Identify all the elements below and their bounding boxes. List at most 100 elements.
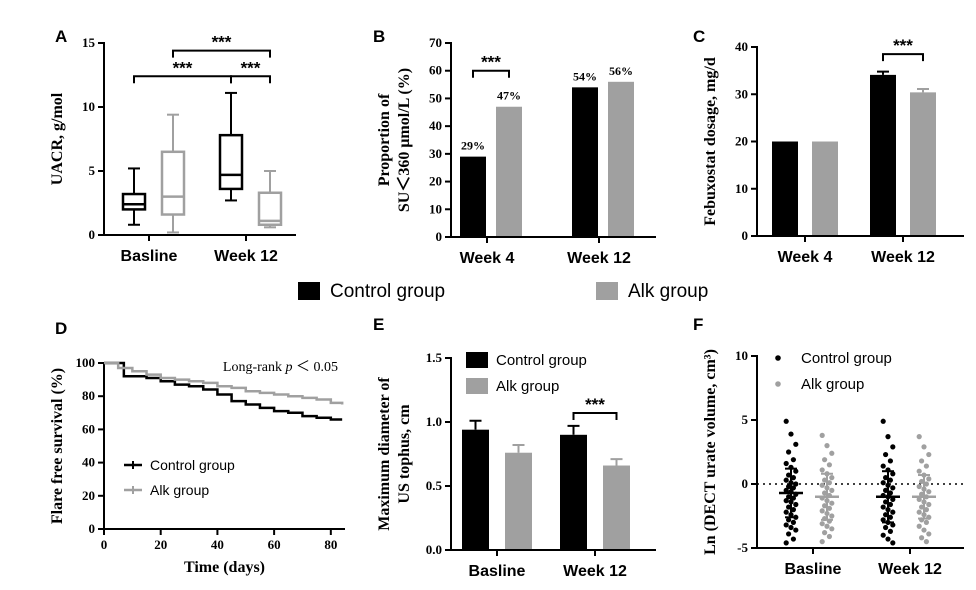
scatter-point-control (786, 494, 792, 500)
scatter-point-control (788, 524, 794, 531)
scatter-point-control (790, 485, 797, 491)
scatter-point-control (890, 485, 896, 491)
y-tick-label: 30 (735, 86, 748, 101)
scatter-point-control (783, 418, 789, 424)
legend-marker-control (775, 355, 781, 361)
scatter-point-alk (916, 509, 922, 515)
y-axis-label: Maximum diameter of (376, 377, 393, 531)
scatter-point-alk (916, 468, 922, 474)
legend-marker-alk (775, 381, 781, 387)
error-bar-control (469, 419, 482, 430)
scatter-point-alk (819, 467, 825, 473)
y-tick-label: 0 (89, 227, 96, 242)
scatter-point-control (880, 480, 886, 486)
error-bar-alk (917, 88, 929, 93)
scatter-point-control (885, 434, 891, 440)
significance-label: *** (585, 395, 605, 414)
scatter-point-alk (819, 521, 825, 527)
scatter-point-control (887, 528, 894, 534)
significance-label: *** (212, 33, 232, 52)
x-category-label: Basline (121, 248, 178, 265)
scatter-point-control (880, 418, 886, 424)
legend-swatch-control (466, 352, 488, 368)
scatter-point-alk (822, 503, 828, 509)
scatter-point-control (786, 531, 792, 537)
y-tick-label: 40 (82, 455, 95, 470)
error-bar-alk (610, 458, 623, 466)
y-tick-label: 1.5 (426, 350, 443, 365)
x-category-label: Week 12 (214, 248, 278, 265)
scatter-point-alk (822, 477, 828, 483)
scatter-point-control (786, 517, 792, 523)
y-tick-label: 50 (429, 90, 442, 105)
bar-control (460, 156, 486, 237)
global-legend-swatch-alk (596, 282, 618, 300)
y-axis-label: Flare free survival (%) (49, 368, 66, 524)
y-tick-label: 10 (735, 348, 748, 363)
scatter-point-alk (919, 535, 925, 541)
scatter-point-control (790, 519, 797, 526)
x-category-label: Week 12 (567, 250, 631, 267)
scatter-point-alk (921, 444, 927, 450)
global-legend-label-alk: Alk group (628, 281, 708, 302)
bar-control (772, 141, 798, 236)
scatter-point-alk (829, 487, 835, 493)
survival-line-alk (104, 361, 344, 405)
y-tick-label: 100 (76, 355, 96, 370)
significance-label: *** (173, 58, 193, 77)
scatter-point-alk (916, 496, 922, 502)
data-label: 47% (497, 89, 521, 103)
y-tick-label: 30 (429, 146, 442, 161)
logrank-suffix: ＜ 0.05 (293, 360, 339, 375)
scatter-point-control (890, 509, 896, 515)
logrank-prefix: Long-rank (223, 360, 286, 375)
scatter-point-alk (923, 539, 930, 545)
scatter-point-alk (919, 458, 925, 464)
scatter-point-alk (923, 481, 930, 487)
scatter-point-alk (826, 462, 833, 468)
logrank-annotation: Long-rank p ＜ 0.05 (223, 360, 338, 375)
scatter-point-control (783, 540, 789, 546)
x-category-label: Basline (785, 561, 842, 578)
scatter-point-alk (819, 432, 825, 438)
legend-label: Alk group (801, 376, 864, 393)
scatter-point-control (890, 522, 896, 528)
legend-label: Control group (801, 350, 892, 367)
legend-label: Alk group (150, 482, 209, 498)
significance-label: *** (481, 53, 501, 72)
x-category-label: Week 12 (871, 249, 935, 266)
scatter-point-alk (923, 519, 930, 526)
scatter-point-control (793, 441, 799, 447)
y-tick-label: 0.5 (426, 478, 443, 493)
global-legend: Control group Alk group (298, 281, 708, 302)
scatter-point-alk (819, 539, 825, 545)
scatter-point-alk (819, 482, 825, 488)
scatter-point-alk (921, 527, 927, 533)
bar-control (462, 429, 489, 550)
scatter-point-alk (916, 523, 922, 529)
panel-b-proportion-bar-chart: 0 10 20 30 40 50 60 70 Proportion of SU＜360 μmol/… (373, 27, 656, 267)
scatter-point-control (883, 475, 889, 481)
y-axis-label: US tophus, cm (396, 404, 413, 504)
scatter-point-control (793, 501, 799, 508)
scatter-point-control (790, 475, 797, 481)
scatter-point-alk (824, 523, 830, 529)
x-category-label: Week 12 (563, 563, 627, 580)
data-label: 56% (609, 64, 633, 78)
scatter-point-alk (926, 489, 932, 495)
bar-alk (910, 92, 936, 236)
scatter-point-alk (926, 531, 932, 537)
panel-label: E (373, 315, 384, 334)
scatter-point-alk (829, 500, 835, 506)
scatter-point-alk (923, 507, 930, 513)
scatter-point-alk (826, 533, 833, 540)
significance-bracket (572, 412, 618, 421)
scatter-point-control (786, 504, 792, 510)
global-legend-label-control: Control group (330, 281, 445, 302)
scatter-point-control (786, 483, 792, 490)
scatter-point-alk (822, 530, 828, 536)
legend-label: Alk group (496, 378, 559, 395)
scatter-point-control (887, 514, 894, 520)
scatter-point-alk (829, 513, 835, 519)
